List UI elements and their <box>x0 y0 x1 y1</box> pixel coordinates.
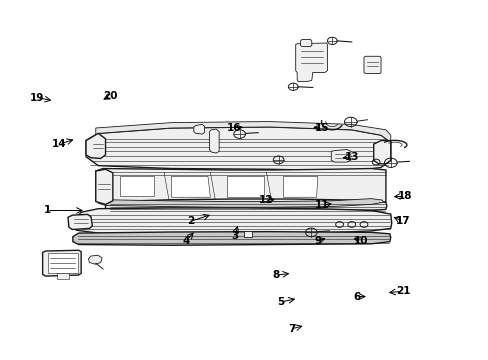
Polygon shape <box>96 168 385 209</box>
Bar <box>243 231 252 237</box>
Text: 20: 20 <box>103 91 118 101</box>
Polygon shape <box>96 169 113 204</box>
Polygon shape <box>373 140 390 164</box>
Text: 9: 9 <box>313 236 321 246</box>
Text: 1: 1 <box>43 206 51 216</box>
Text: 16: 16 <box>226 123 241 133</box>
Polygon shape <box>98 199 383 207</box>
Polygon shape <box>363 56 380 73</box>
Text: 8: 8 <box>272 270 279 280</box>
Text: 14: 14 <box>52 139 66 149</box>
Text: 11: 11 <box>315 200 329 210</box>
Text: 4: 4 <box>182 236 189 246</box>
Polygon shape <box>86 127 390 171</box>
Polygon shape <box>88 255 102 264</box>
Text: 18: 18 <box>397 191 412 201</box>
Text: 15: 15 <box>315 123 329 133</box>
Text: 17: 17 <box>395 216 409 226</box>
Polygon shape <box>86 134 105 158</box>
Polygon shape <box>105 199 386 214</box>
Polygon shape <box>300 40 311 46</box>
Text: 3: 3 <box>231 231 238 240</box>
Polygon shape <box>73 231 390 245</box>
Text: 2: 2 <box>187 216 194 226</box>
Text: 6: 6 <box>352 292 360 302</box>
Text: 5: 5 <box>277 297 284 307</box>
Text: 19: 19 <box>30 93 44 103</box>
Polygon shape <box>295 43 327 81</box>
Polygon shape <box>68 215 92 229</box>
Polygon shape <box>330 149 350 162</box>
Polygon shape <box>42 250 81 276</box>
Polygon shape <box>193 125 204 134</box>
Polygon shape <box>227 176 264 197</box>
Polygon shape <box>283 176 317 197</box>
Text: 7: 7 <box>287 324 295 334</box>
Polygon shape <box>91 122 390 142</box>
Text: 12: 12 <box>259 195 273 205</box>
Polygon shape <box>57 273 69 279</box>
Polygon shape <box>47 253 78 273</box>
Polygon shape <box>120 176 154 196</box>
Text: 21: 21 <box>395 286 409 296</box>
Text: 10: 10 <box>353 236 368 246</box>
Polygon shape <box>209 129 219 153</box>
Polygon shape <box>171 176 210 197</box>
Polygon shape <box>75 208 391 234</box>
Text: 13: 13 <box>344 152 358 162</box>
